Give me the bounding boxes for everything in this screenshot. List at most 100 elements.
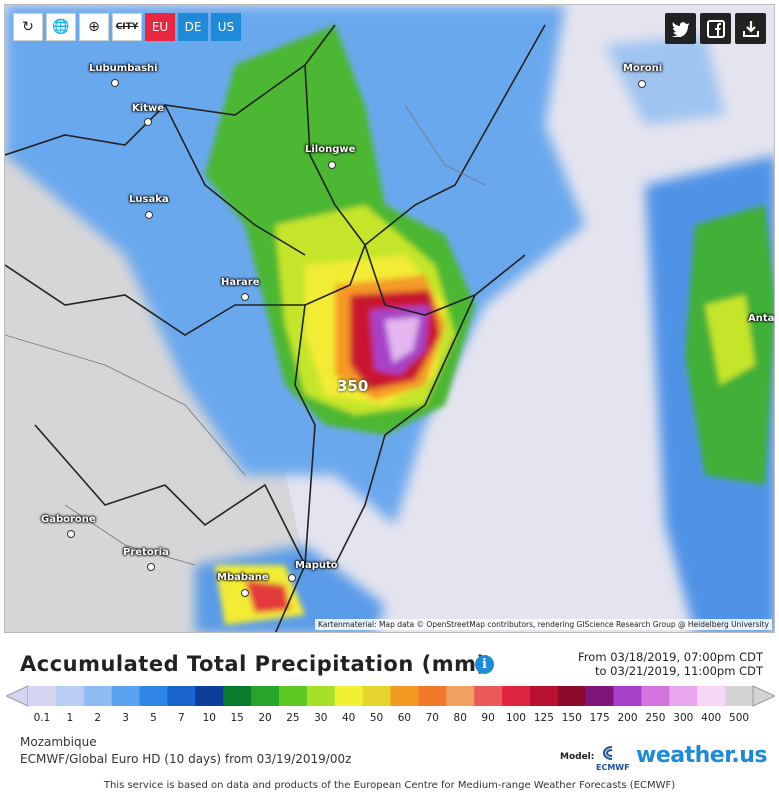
scale-swatch [613,686,642,706]
scale-swatch [167,686,196,706]
scale-swatch [55,686,85,706]
download-icon[interactable] [735,13,766,44]
scale-tick-label: 2 [94,712,102,724]
scale-tick-label: 60 [397,712,412,724]
scale-swatch [669,686,698,706]
map-attribution: Kartenmaterial: Map data © OpenStreetMap… [315,619,772,630]
period-to: to 03/21/2019, 11:00pm CDT [594,664,763,678]
scale-tick-label: 175 [589,712,610,724]
scale-swatch [306,686,336,706]
scale-swatch [725,686,754,706]
scale-swatch [111,686,141,706]
scale-tick-label: 5 [150,712,157,724]
weather-us-logo: weather.us [636,743,768,768]
region-us-button[interactable]: US [211,13,241,41]
scale-tick-label: 25 [286,712,300,724]
scale-swatch [195,686,224,706]
scale-arrow-right [752,685,775,707]
period-from: From 03/18/2019, 07:00pm CDT [578,650,763,664]
region-de-button[interactable]: DE [178,13,208,41]
scale-tick-label: 50 [369,712,384,724]
scale-swatch [446,686,475,706]
city-marker [144,118,152,126]
model-info: ECMWF/Global Euro HD (10 days) from 03/1… [20,752,352,766]
map-canvas [5,5,774,632]
scale-swatch [362,686,391,706]
city-label-pretoria: Pretoria [123,547,169,558]
city-marker [288,574,296,582]
scale-arrow-left [6,685,29,707]
precipitation-map[interactable]: ↻ 🌐 ⊕ CITY EU DE US Lubumbashi Kitwe Lus… [4,4,775,633]
scale-tick-label: 300 [673,712,694,724]
scale-tick-label: 20 [258,712,272,724]
share-bar [665,13,766,44]
city-marker [145,211,153,219]
scale-swatch [139,686,168,706]
scale-swatch [418,686,447,706]
model-label: Model: [560,752,595,762]
ecmwf-label: ECMWF [596,763,630,772]
scale-swatch [28,686,57,706]
info-icon[interactable]: i [475,655,494,674]
scale-swatch [223,686,252,706]
city-marker [111,79,119,87]
city-marker [241,293,249,301]
scale-swatch [334,686,364,706]
scale-swatch [641,686,670,706]
scale-tick-label: 80 [453,712,467,724]
scale-tick-label: 200 [617,712,638,724]
scale-tick-label: 500 [729,712,750,724]
city-label-moroni: Moroni [623,63,663,74]
city-label-lubumbashi: Lubumbashi [89,63,158,74]
scale-swatch [251,686,280,706]
scale-tick-label: 3 [122,712,129,724]
scale-tick-label: 70 [425,712,439,724]
color-scale-ticks: 0.1 1 2 3 5 7 10 15 20 25 30 40 50 60 70 80 90 100 125 150 1… [0,712,779,726]
scale-tick-label: 250 [645,712,666,724]
city-label-harare: Harare [221,277,260,288]
city-marker [328,161,336,169]
scale-swatch [474,686,503,706]
scale-swatch [697,686,726,706]
city-label-lilongwe: Lilongwe [305,144,356,155]
facebook-icon[interactable] [700,13,731,44]
scale-tick-label: 1 [66,712,74,724]
scale-swatch [557,686,587,706]
scale-swatch [83,686,113,706]
scale-tick-label: 100 [505,712,526,724]
scale-tick-label: 90 [481,712,495,724]
footer-note: This service is based on data and produc… [103,780,676,791]
city-label-mbabane: Mbabane [217,572,269,583]
city-label-gaborone: Gaborone [41,514,96,525]
scale-tick-label: 400 [701,712,722,724]
city-marker [638,80,646,88]
ecmwf-logo: ECMWF [596,745,630,773]
twitter-icon[interactable] [665,13,696,44]
scale-tick-label: 15 [230,712,244,724]
globe-icon[interactable]: 🌐 [46,13,76,41]
scale-swatch [502,686,531,706]
scale-tick-label: 125 [533,712,554,724]
city-label-anta: Anta [748,313,775,324]
region-eu-button[interactable]: EU [145,13,175,41]
city-label-kitwe: Kitwe [132,103,164,114]
city-marker [67,530,75,538]
zoom-icon[interactable]: ⊕ [79,13,109,41]
region-name: Mozambique [20,735,97,749]
scale-tick-label: 150 [561,712,582,724]
max-value-label: 350 [337,377,369,395]
scale-swatch [390,686,419,706]
city-marker [241,589,249,597]
map-toolbar: ↻ 🌐 ⊕ CITY EU DE US [13,13,241,41]
scale-swatch [529,686,559,706]
scale-tick-label: 0.1 [33,712,51,724]
city-label-lusaka: Lusaka [129,194,169,205]
forecast-period: From 03/18/2019, 07:00pm CDT to 03/21/20… [578,650,763,678]
color-scale-bar [6,685,775,707]
reload-icon[interactable]: ↻ [13,13,43,41]
scale-tick-label: 7 [178,712,185,724]
city-marker [147,563,155,571]
city-toggle-button[interactable]: CITY [112,13,142,41]
scale-swatch [278,686,308,706]
scale-swatch [585,686,615,706]
